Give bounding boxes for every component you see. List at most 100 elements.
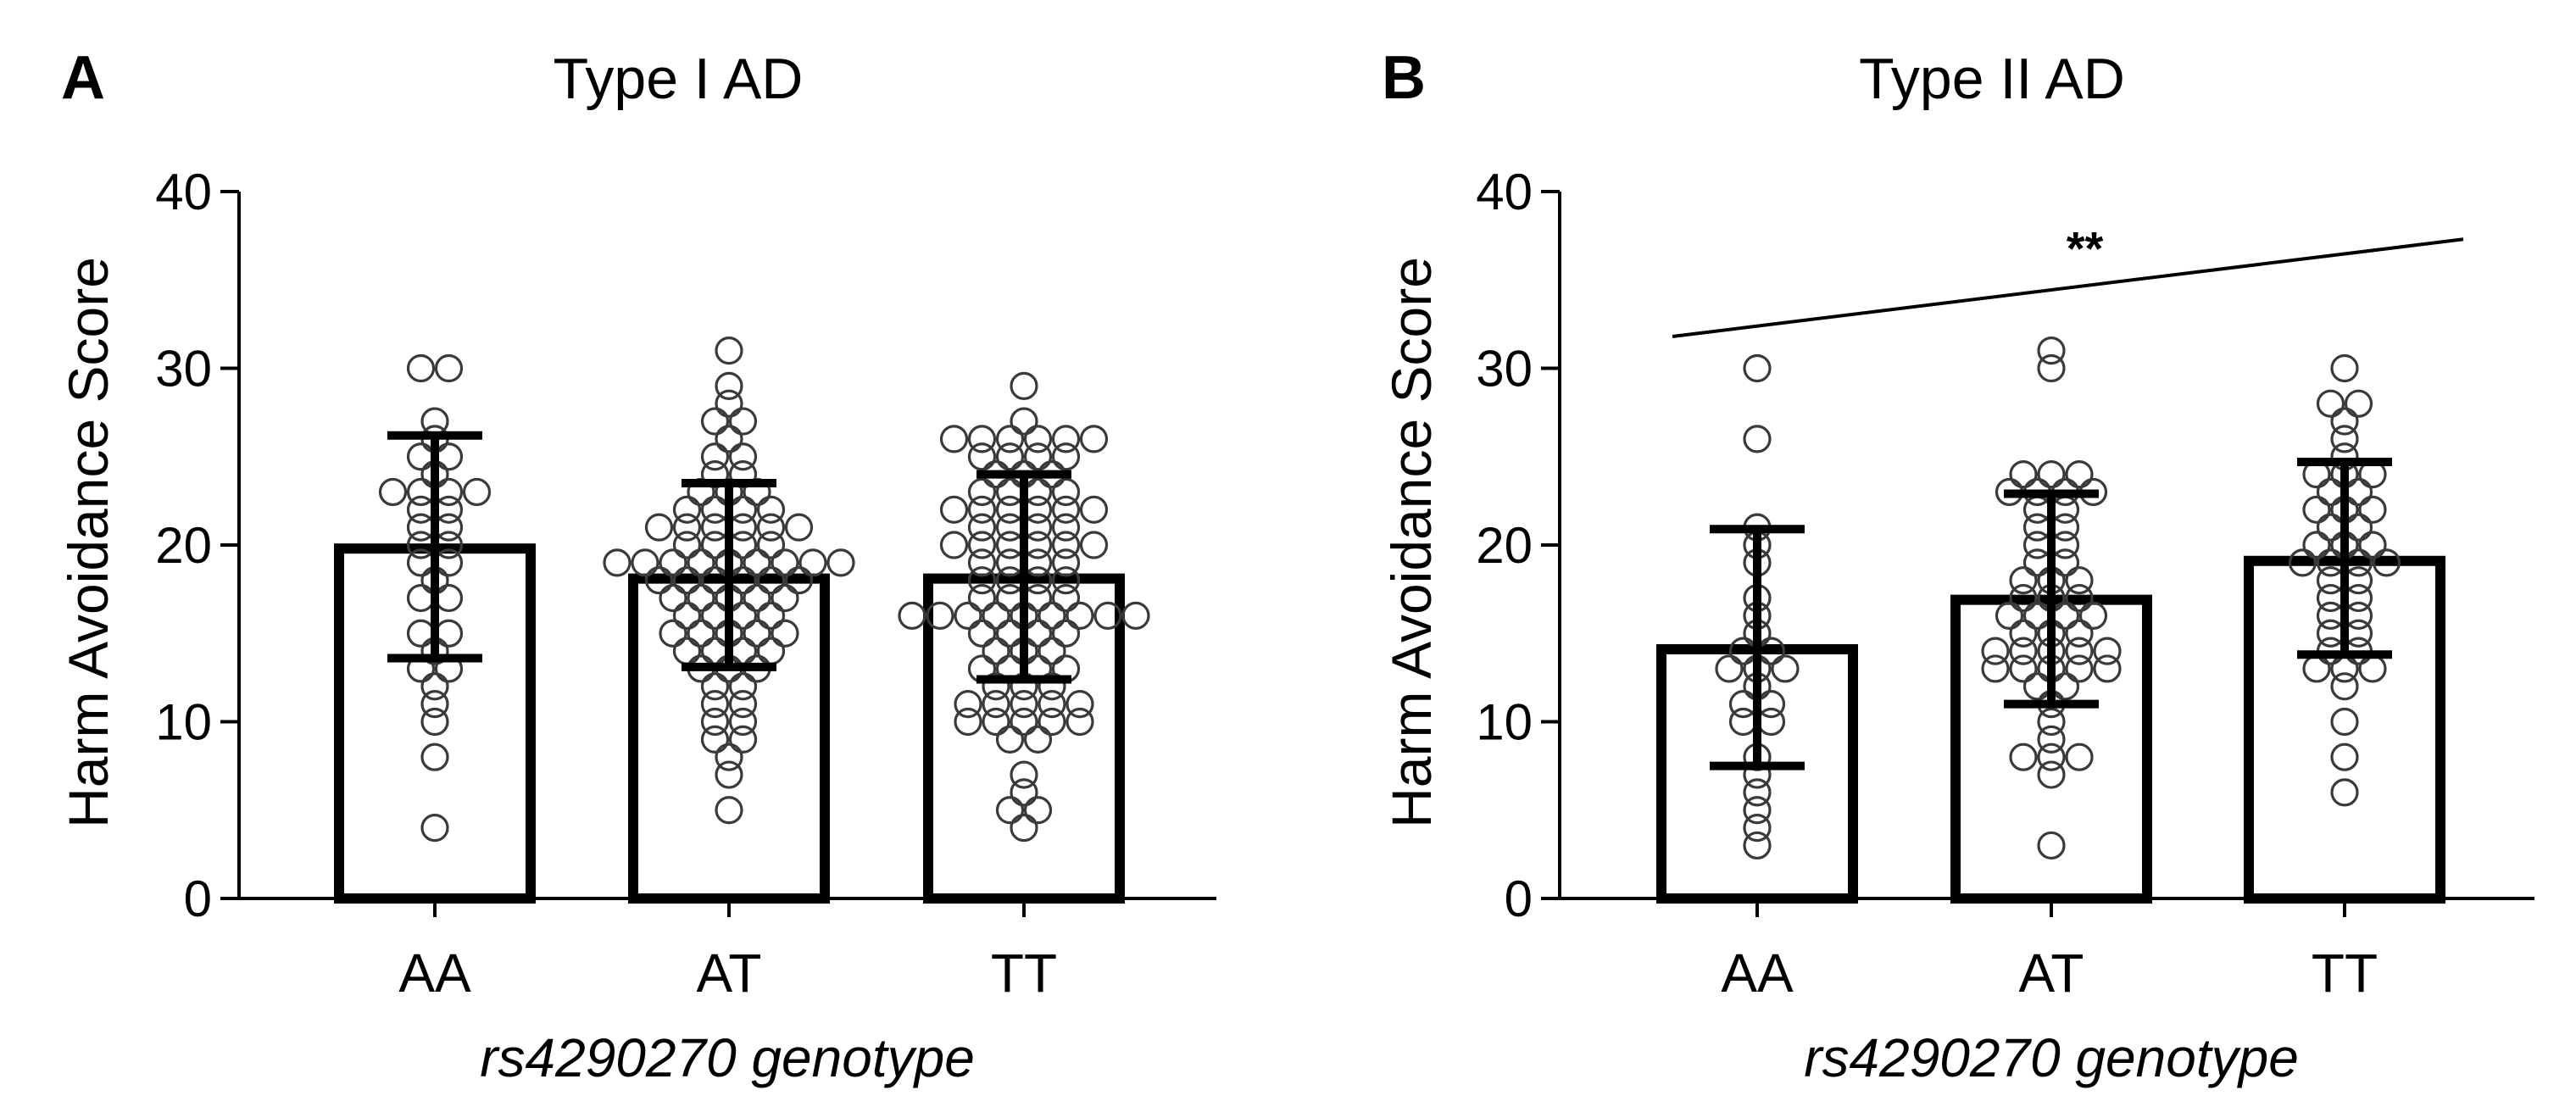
data-point <box>1038 707 1066 737</box>
data-point <box>406 477 436 507</box>
data-point <box>756 531 786 559</box>
data-point <box>1010 760 1038 789</box>
data-point <box>700 407 730 436</box>
data-point <box>2316 477 2345 507</box>
data-point <box>1023 425 1053 453</box>
data-point <box>715 796 743 825</box>
data-point <box>659 548 687 577</box>
data-point <box>1121 601 1150 631</box>
data-point <box>954 601 982 631</box>
y-tick-label: 0 <box>1505 870 1533 927</box>
data-point <box>967 531 997 559</box>
data-point <box>1981 654 2010 683</box>
data-point <box>2009 619 2038 648</box>
panel-letter: A <box>61 44 105 112</box>
data-point <box>462 477 492 507</box>
data-point <box>2009 637 2038 665</box>
data-point <box>2037 743 2066 771</box>
data-point <box>672 566 702 595</box>
data-point <box>1038 690 1066 719</box>
data-point <box>982 690 1010 719</box>
data-point <box>631 548 659 577</box>
y-axis-label: Harm Avoidance Score <box>1380 257 1443 828</box>
data-point <box>743 548 771 577</box>
data-point <box>420 690 449 719</box>
data-point <box>700 442 730 471</box>
data-point <box>659 619 687 648</box>
data-point <box>672 513 702 542</box>
data-point <box>700 707 730 737</box>
data-point <box>1743 831 1772 860</box>
data-point <box>2009 566 2038 595</box>
data-point <box>728 407 758 436</box>
data-point <box>756 513 786 542</box>
data-point <box>728 707 758 737</box>
data-point <box>756 566 786 595</box>
data-point <box>1065 601 1094 631</box>
data-point <box>1771 654 1800 683</box>
data-point <box>2065 459 2094 489</box>
data-point <box>2093 637 2122 665</box>
data-point <box>1051 495 1081 524</box>
panel-title: Type II AD <box>1859 47 2125 111</box>
data-point <box>1010 690 1038 719</box>
data-point <box>967 513 997 542</box>
data-point <box>434 353 464 383</box>
data-point <box>700 495 730 524</box>
data-point <box>1010 371 1038 400</box>
data-point <box>2065 583 2094 613</box>
panel-title: Type I AD <box>554 47 804 111</box>
data-point <box>2316 513 2345 542</box>
data-point <box>967 425 997 453</box>
data-point <box>967 619 997 648</box>
data-point <box>826 548 855 577</box>
data-point <box>939 495 969 524</box>
data-point <box>715 371 743 400</box>
data-point <box>982 707 1010 737</box>
data-point <box>1023 725 1053 754</box>
y-tick-label: 40 <box>1476 164 1533 220</box>
data-point <box>420 743 449 771</box>
data-point <box>995 477 1025 507</box>
data-point <box>2302 495 2331 524</box>
data-point <box>406 442 436 471</box>
data-point <box>644 566 674 595</box>
trend-line <box>1672 237 2464 338</box>
data-point <box>2344 389 2373 418</box>
data-point <box>2065 654 2094 683</box>
data-point <box>2065 619 2094 648</box>
y-tick-label: 30 <box>1476 341 1533 398</box>
data-point <box>2037 831 2066 860</box>
y-tick-label: 30 <box>155 341 212 398</box>
data-point <box>2065 566 2094 595</box>
data-point <box>1038 672 1066 701</box>
data-point <box>771 619 799 648</box>
category-label-at: AT <box>2018 943 2084 1004</box>
data-point <box>420 813 449 843</box>
data-point <box>2037 760 2066 789</box>
data-point <box>1051 442 1081 471</box>
data-point <box>2372 548 2401 577</box>
data-point <box>672 601 702 631</box>
data-point <box>967 548 997 577</box>
data-point <box>2330 353 2359 383</box>
data-point <box>2330 425 2359 453</box>
category-label-at: AT <box>696 943 761 1004</box>
data-point <box>2358 495 2387 524</box>
data-point <box>1010 407 1038 436</box>
data-point <box>1065 690 1094 719</box>
data-point <box>728 690 758 719</box>
data-point <box>1051 548 1081 577</box>
data-point <box>2344 477 2373 507</box>
y-tick-label: 20 <box>155 517 212 574</box>
data-point <box>728 495 758 524</box>
data-point <box>1079 425 1109 453</box>
data-point <box>1023 477 1053 507</box>
data-point <box>2037 353 2066 383</box>
data-point <box>1051 583 1081 613</box>
y-tick-label: 10 <box>155 694 212 751</box>
data-point <box>2078 601 2108 631</box>
y-tick-label: 0 <box>184 870 212 927</box>
data-point <box>1051 513 1081 542</box>
